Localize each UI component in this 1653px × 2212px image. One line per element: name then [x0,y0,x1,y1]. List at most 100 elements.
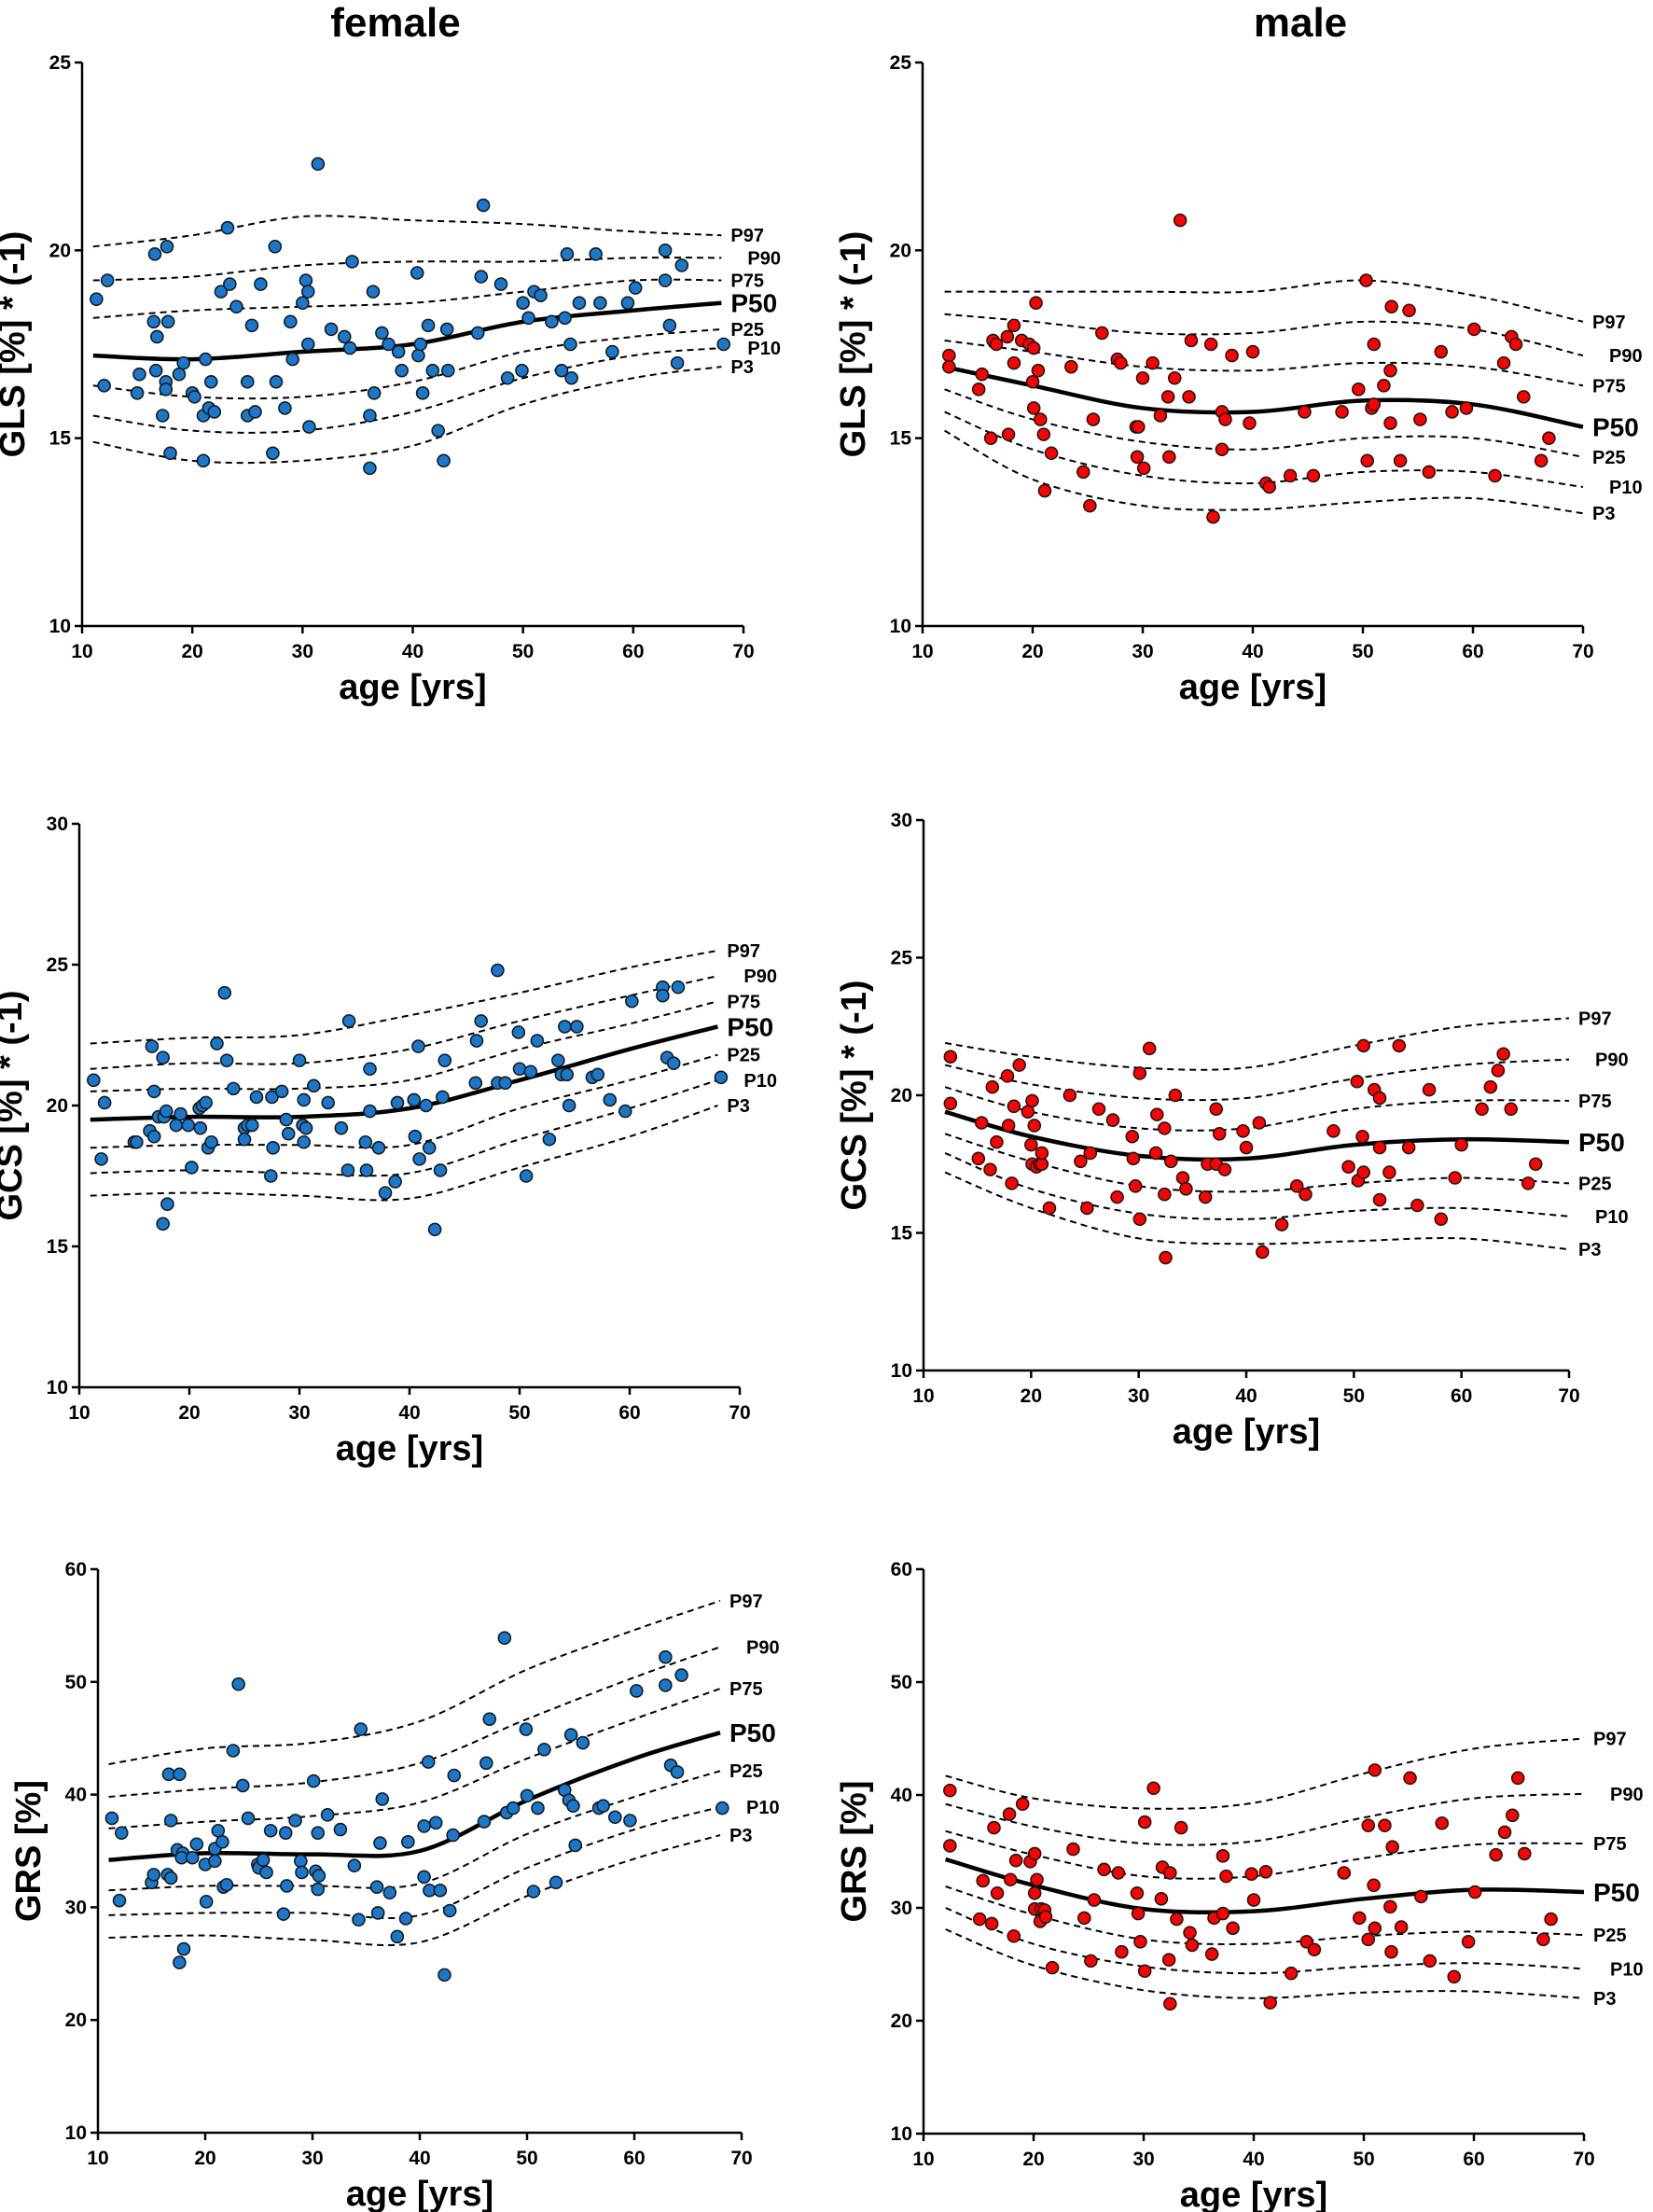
data-point [1137,1815,1152,1829]
x-tick-label: 30 [292,641,313,662]
percentile-label-p3: P3 [1592,504,1615,524]
y-axis-label: GCS [%] * (-1) [835,981,874,1211]
data-point [94,1152,108,1166]
data-point [628,281,643,295]
data-point [1504,1102,1519,1117]
data-point [375,1792,390,1806]
data-point [1256,1245,1270,1259]
data-point [593,296,607,311]
percentile-curve-p3 [108,1834,721,1947]
data-point [438,1053,452,1067]
percentile-label-p10: P10 [1610,1959,1644,1980]
percentile-curve-p25 [944,388,1584,458]
y-tick-label: 60 [891,1559,912,1580]
x-tick-label: 10 [912,1385,934,1407]
data-point [155,409,170,423]
data-point [1130,1885,1145,1900]
data-point [244,318,259,333]
data-point [521,311,535,326]
data-point [1283,468,1298,483]
data-point [1483,1079,1498,1094]
data-point [1198,1189,1213,1204]
percentile-curve-p50 [90,1024,718,1122]
data-point [620,296,635,311]
data-point [341,1014,356,1028]
percentile-label-p50: P50 [1578,1128,1625,1157]
data-point [1163,1154,1178,1169]
data-point [428,1816,443,1830]
data-point [1083,1146,1098,1161]
data-point [1401,1140,1416,1155]
data-point [1239,1140,1254,1155]
x-axis-label: age [yrs] [336,1429,483,1468]
x-tick-label: 70 [732,641,754,662]
y-tick-label: 50 [65,1672,87,1693]
data-point [366,285,381,299]
y-tick-label: 30 [891,1898,912,1919]
data-point [563,337,577,352]
data-point [1097,1862,1111,1877]
data-point [1491,1064,1506,1078]
data-point [1083,498,1097,513]
percentile-curve-p3 [92,366,722,465]
y-tick-label: 10 [890,616,911,637]
x-tick-label: 60 [1462,641,1483,662]
x-tick-label: 20 [181,641,202,662]
data-point [410,266,424,280]
data-point [1175,1171,1190,1185]
percentile-label-p25: P25 [730,320,764,341]
data-point [395,363,409,378]
data-point [1252,1116,1267,1130]
data-point [199,1095,213,1110]
data-point [1262,480,1276,494]
data-point [436,1090,450,1105]
y-tick-label: 50 [891,1672,912,1693]
data-point [408,1129,423,1144]
data-point [1506,1808,1520,1823]
data-point [296,296,310,311]
data-point [1383,363,1397,378]
data-point [1045,1960,1060,1975]
percentile-label-p10: P10 [1595,1207,1629,1228]
data-point [576,1735,590,1750]
percentile-label-p50: P50 [1593,1878,1640,1907]
x-tick-label: 60 [1451,1385,1472,1407]
data-point [433,1163,448,1177]
data-point [112,1893,127,1908]
data-point [391,344,406,359]
data-point [254,277,268,291]
data-point [1162,450,1176,465]
y-tick-label: 15 [891,1223,913,1245]
data-point [1038,1910,1053,1924]
data-point [519,1722,534,1736]
data-point [1203,337,1218,352]
data-point [497,1631,512,1645]
data-point [425,363,440,378]
y-tick-label: 25 [47,954,69,976]
data-point [146,314,161,329]
data-point [476,198,491,213]
data-point [163,1871,178,1885]
percentile-curve-p10 [90,1078,718,1177]
data-point [1360,453,1375,468]
percentile-label-p3: P3 [730,357,753,378]
data-point [519,1169,534,1183]
data-point [468,1076,483,1091]
data-point [1393,453,1408,468]
data-point [159,383,174,396]
data-point [1367,1878,1381,1893]
percentile-label-p97: P97 [729,1592,763,1612]
data-point [1368,1921,1382,1936]
data-point [1403,1771,1417,1786]
panel-male-1: 10 15 20 25 10 20 30 40 50 60 70 age [yrs] GLS [%] *… [834,52,1643,707]
data-point [523,1064,538,1079]
data-point [1542,431,1556,445]
x-tick-label: 40 [1242,641,1263,662]
data-point [266,446,280,461]
panel-female-2: 10 15 20 25 30 10 20 30 40 50 60 70 age [yrs] GCS [%]… [0,814,777,1468]
x-tick-label: 50 [1353,2149,1374,2170]
data-point [1377,378,1391,393]
data-point [618,1104,632,1119]
data-point [554,363,569,378]
data-point [526,1885,541,1899]
